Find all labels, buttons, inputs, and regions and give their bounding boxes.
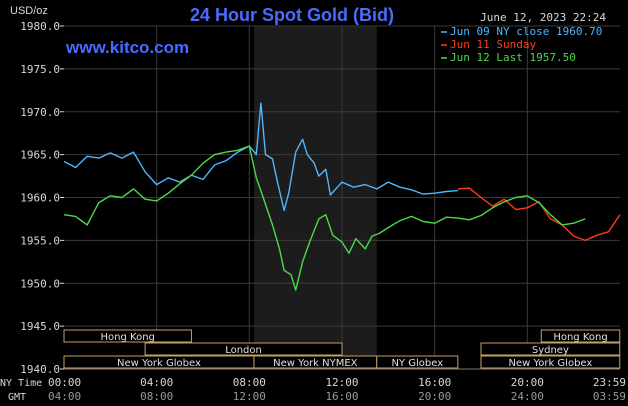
session-label: Sydney <box>532 345 569 356</box>
session-label: New York NYMEX <box>273 358 358 369</box>
ny-time-label: NY Time <box>0 378 42 389</box>
legend-label: Jun 11 Sunday <box>450 38 536 51</box>
chart-title: 24 Hour Spot Gold (Bid) <box>190 5 394 25</box>
watermark: www.kitco.com <box>65 38 189 57</box>
unit-label: USD/oz <box>10 5 48 17</box>
y-tick-label: 1980.0 <box>20 20 60 33</box>
y-tick-label: 1965.0 <box>20 149 60 162</box>
legend-label: Jun 12 Last 1957.50 <box>450 51 576 64</box>
price-line-series-1 <box>63 102 458 212</box>
session-label: Hong Kong <box>553 332 607 343</box>
x-tick-label-gmt: 03:59 <box>593 390 626 403</box>
x-tick-label-ny: 16:00 <box>418 376 451 389</box>
y-tick-label: 1950.0 <box>20 277 60 290</box>
y-tick-label: 1945.0 <box>20 320 60 333</box>
x-tick-label-gmt: 08:00 <box>140 390 173 403</box>
session-box <box>144 342 343 356</box>
session-box <box>480 355 621 369</box>
session-label: London <box>225 345 262 356</box>
session-label: New York Globex <box>117 358 201 369</box>
y-tick-label: 1940.0 <box>20 363 60 376</box>
session-box <box>540 329 621 343</box>
x-tick-label-ny: 20:00 <box>511 376 544 389</box>
session-label: NY Globex <box>391 358 443 369</box>
x-tick-label-ny: 12:00 <box>325 376 358 389</box>
legend-label: Jun 09 NY close 1960.70 <box>450 25 602 38</box>
session-box <box>480 342 621 356</box>
y-tick-label: 1970.0 <box>20 106 60 119</box>
timestamp: June 12, 2023 22:24 <box>480 11 606 24</box>
session-box <box>63 329 192 343</box>
session-box <box>376 355 459 369</box>
x-tick-label-ny: 08:00 <box>233 376 266 389</box>
x-tick-label-gmt: 12:00 <box>233 390 266 403</box>
x-tick-label-gmt: 04:00 <box>48 390 81 403</box>
session-label: Hong Kong <box>101 332 155 343</box>
x-tick-label-gmt: 20:00 <box>418 390 451 403</box>
y-tick-label: 1955.0 <box>20 234 60 247</box>
gmt-label: GMT <box>8 392 26 403</box>
x-tick-label-ny: 23:59 <box>593 376 626 389</box>
y-tick-label: 1960.0 <box>20 192 60 205</box>
x-tick-label-ny: 00:00 <box>48 376 81 389</box>
price-line-series-3 <box>63 145 586 291</box>
x-tick-label-ny: 04:00 <box>140 376 173 389</box>
y-tick-label: 1975.0 <box>20 63 60 76</box>
x-tick-label-gmt: 16:00 <box>325 390 358 403</box>
x-tick-label-gmt: 24:00 <box>511 390 544 403</box>
session-label: New York Globex <box>508 358 592 369</box>
